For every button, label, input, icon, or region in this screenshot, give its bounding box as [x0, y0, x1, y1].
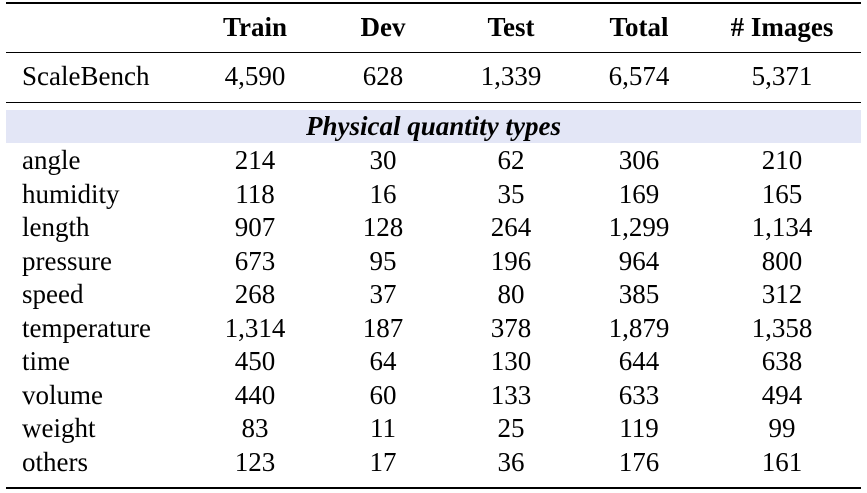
- table-row: angle 214 30 62 306 210: [0, 143, 867, 177]
- row-label: others: [22, 447, 88, 477]
- row-test: 62: [497, 145, 525, 175]
- header-total: Total: [609, 12, 669, 42]
- row-test: 35: [497, 179, 525, 209]
- row-total: 169: [618, 179, 660, 209]
- table-row: length 907 128 264 1,299 1,134: [0, 210, 867, 244]
- row-train: 450: [234, 346, 276, 376]
- row-dev: 17: [369, 447, 397, 477]
- summary-rule: [6, 102, 861, 103]
- bottom-rule: [6, 487, 861, 489]
- row-images: 494: [761, 380, 803, 410]
- row-images: 210: [761, 145, 803, 175]
- row-label: volume: [22, 380, 103, 410]
- row-total: 306: [618, 145, 660, 175]
- row-test: 80: [497, 279, 525, 309]
- summary-train: 4,590: [224, 61, 286, 91]
- row-total: 119: [619, 413, 659, 443]
- row-label: weight: [22, 413, 96, 443]
- table-row: weight 83 11 25 119 99: [0, 411, 867, 445]
- row-train: 118: [235, 179, 275, 209]
- row-test: 378: [490, 313, 532, 343]
- section-band: [6, 110, 861, 143]
- row-label: pressure: [22, 246, 112, 276]
- row-dev: 95: [369, 246, 397, 276]
- row-label: humidity: [22, 179, 120, 209]
- table-row: pressure 673 95 196 964 800: [0, 244, 867, 278]
- row-images: 800: [761, 246, 803, 276]
- row-total: 964: [618, 246, 660, 276]
- table-row: speed 268 37 80 385 312: [0, 277, 867, 311]
- row-dev: 11: [370, 413, 396, 443]
- row-train: 440: [234, 380, 276, 410]
- row-total: 633: [618, 380, 660, 410]
- row-train: 123: [234, 447, 276, 477]
- row-train: 907: [234, 212, 276, 242]
- row-test: 130: [490, 346, 532, 376]
- row-test: 264: [490, 212, 532, 242]
- header-dev: Dev: [360, 12, 406, 42]
- row-images: 1,134: [751, 212, 813, 242]
- row-images: 161: [761, 447, 803, 477]
- row-train: 1,314: [224, 313, 286, 343]
- row-total: 1,879: [608, 313, 670, 343]
- header-images: # Images: [730, 12, 834, 42]
- header-train: Train: [222, 12, 287, 42]
- table-row: temperature 1,314 187 378 1,879 1,358: [0, 311, 867, 345]
- summary-row: ScaleBench 4,590 628 1,339 6,574 5,371: [0, 59, 867, 93]
- row-total: 385: [618, 279, 660, 309]
- row-images: 312: [761, 279, 803, 309]
- table-row: others 123 17 36 176 161: [0, 445, 867, 479]
- row-images: 165: [761, 179, 803, 209]
- row-dev: 60: [369, 380, 397, 410]
- summary-total: 6,574: [608, 61, 670, 91]
- row-label: temperature: [22, 313, 151, 343]
- table-row: humidity 118 16 35 169 165: [0, 177, 867, 211]
- summary-dev: 628: [362, 61, 404, 91]
- row-images: 638: [761, 346, 803, 376]
- header-rule: [6, 52, 861, 53]
- row-dev: 187: [362, 313, 404, 343]
- summary-label: ScaleBench: [22, 61, 150, 91]
- summary-test: 1,339: [480, 61, 542, 91]
- row-images: 99: [768, 413, 796, 443]
- row-test: 36: [497, 447, 525, 477]
- row-dev: 16: [369, 179, 397, 209]
- row-dev: 64: [369, 346, 397, 376]
- row-dev: 128: [362, 212, 404, 242]
- row-test: 196: [490, 246, 532, 276]
- row-total: 1,299: [608, 212, 670, 242]
- row-label: speed: [22, 279, 84, 309]
- row-test: 25: [497, 413, 525, 443]
- row-total: 644: [618, 346, 660, 376]
- row-train: 673: [234, 246, 276, 276]
- row-images: 1,358: [751, 313, 813, 343]
- row-train: 214: [234, 145, 276, 175]
- row-label: angle: [22, 145, 81, 175]
- row-train: 83: [241, 413, 269, 443]
- row-total: 176: [618, 447, 660, 477]
- table-row: time 450 64 130 644 638: [0, 344, 867, 378]
- header-test: Test: [487, 12, 535, 42]
- row-dev: 30: [369, 145, 397, 175]
- section-title: Physical quantity types: [306, 111, 561, 141]
- top-rule: [6, 2, 861, 4]
- row-label: time: [22, 346, 70, 376]
- row-test: 133: [490, 380, 532, 410]
- row-train: 268: [234, 279, 276, 309]
- row-dev: 37: [369, 279, 397, 309]
- header-row: Train Dev Test Total # Images: [0, 10, 867, 44]
- row-label: length: [22, 212, 90, 242]
- summary-images: 5,371: [751, 61, 813, 91]
- table-row: volume 440 60 133 633 494: [0, 378, 867, 412]
